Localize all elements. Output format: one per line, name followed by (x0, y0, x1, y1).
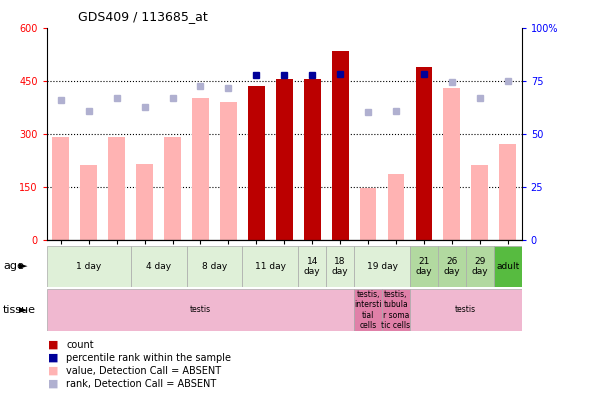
Text: 18
day: 18 day (332, 257, 349, 276)
Bar (354, 246, 410, 287)
Bar (130, 246, 186, 287)
Text: 14
day: 14 day (304, 257, 320, 276)
Bar (354, 289, 382, 331)
Bar (304, 79, 320, 240)
Bar (108, 137, 125, 240)
Bar (81, 166, 97, 240)
Text: 8 day: 8 day (202, 262, 227, 271)
Bar (438, 246, 466, 287)
Text: ■: ■ (48, 339, 58, 350)
Text: testis: testis (190, 305, 211, 314)
Text: 1 day: 1 day (76, 262, 102, 271)
Bar (499, 144, 516, 240)
Bar (242, 246, 298, 287)
Bar (382, 289, 410, 331)
Bar (332, 51, 349, 240)
Text: 11 day: 11 day (255, 262, 286, 271)
Text: percentile rank within the sample: percentile rank within the sample (66, 352, 231, 363)
Bar (410, 289, 522, 331)
Bar (326, 246, 354, 287)
Bar (494, 246, 522, 287)
Bar (388, 174, 404, 240)
Bar (471, 166, 488, 240)
Text: age: age (3, 261, 24, 271)
Bar (276, 79, 293, 240)
Text: ■: ■ (48, 366, 58, 376)
Text: GDS409 / 113685_at: GDS409 / 113685_at (78, 10, 208, 23)
Text: 4 day: 4 day (146, 262, 171, 271)
Text: rank, Detection Call = ABSENT: rank, Detection Call = ABSENT (66, 379, 216, 389)
Bar (415, 67, 432, 240)
Bar (186, 246, 242, 287)
Bar (248, 86, 264, 240)
Bar (466, 246, 494, 287)
Bar (248, 86, 264, 240)
Bar (298, 246, 326, 287)
Text: ■: ■ (48, 379, 58, 389)
Text: ►: ► (19, 261, 27, 271)
Text: adult: adult (496, 262, 519, 271)
Text: testis,
intersti
tial
cells: testis, intersti tial cells (355, 290, 382, 330)
Text: 21
day: 21 day (416, 257, 432, 276)
Text: testis,
tubula
r soma
tic cells: testis, tubula r soma tic cells (382, 290, 410, 330)
Bar (220, 102, 237, 240)
Text: testis: testis (455, 305, 477, 314)
Text: count: count (66, 339, 94, 350)
Text: ►: ► (19, 305, 27, 315)
Text: ■: ■ (48, 352, 58, 363)
Text: tissue: tissue (3, 305, 36, 315)
Text: 29
day: 29 day (471, 257, 488, 276)
Bar (276, 79, 293, 240)
Bar (410, 246, 438, 287)
Bar (359, 188, 376, 240)
Bar (47, 246, 130, 287)
Bar (192, 98, 209, 240)
Bar (52, 137, 69, 240)
Bar (47, 289, 354, 331)
Bar (136, 164, 153, 240)
Text: value, Detection Call = ABSENT: value, Detection Call = ABSENT (66, 366, 221, 376)
Text: 19 day: 19 day (367, 262, 397, 271)
Bar (164, 137, 181, 240)
Bar (444, 88, 460, 240)
Text: 26
day: 26 day (444, 257, 460, 276)
Bar (304, 79, 320, 240)
